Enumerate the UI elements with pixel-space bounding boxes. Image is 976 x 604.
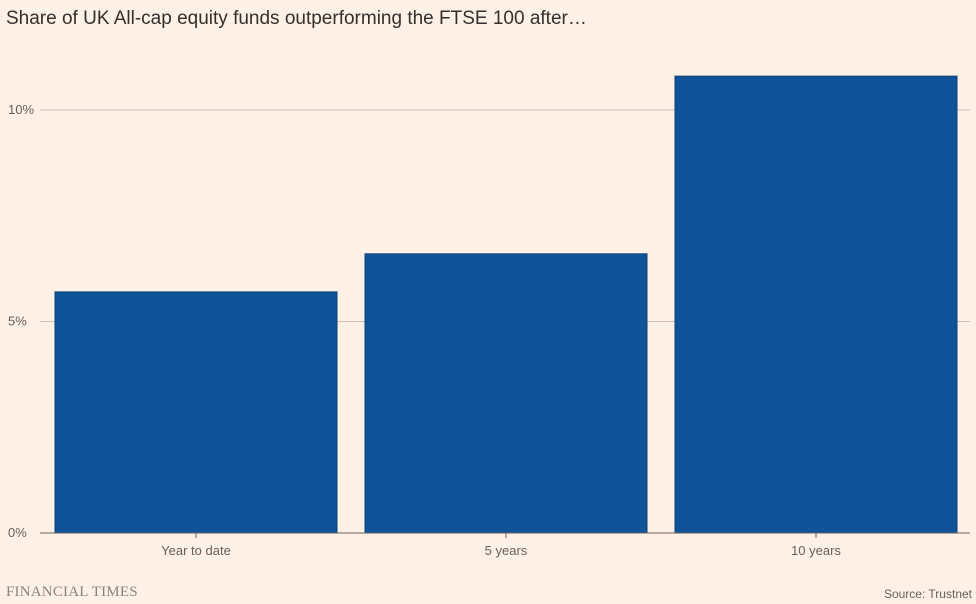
y-tick-label: 5% [8, 314, 27, 329]
source-note: Source: Trustnet [883, 587, 972, 601]
y-tick-label: 10% [8, 102, 34, 117]
bar [54, 291, 338, 534]
y-tick-label: 0% [8, 525, 27, 540]
x-tick-label: 10 years [791, 543, 841, 558]
x-tick-label: 5 years [485, 543, 528, 558]
bar [364, 253, 648, 534]
bar [674, 75, 958, 534]
ft-logo-text: FINANCIAL TIMES [6, 584, 138, 600]
x-tick-label: Year to date [161, 543, 231, 558]
chart-title: Share of UK All-cap equity funds outperf… [6, 8, 587, 29]
